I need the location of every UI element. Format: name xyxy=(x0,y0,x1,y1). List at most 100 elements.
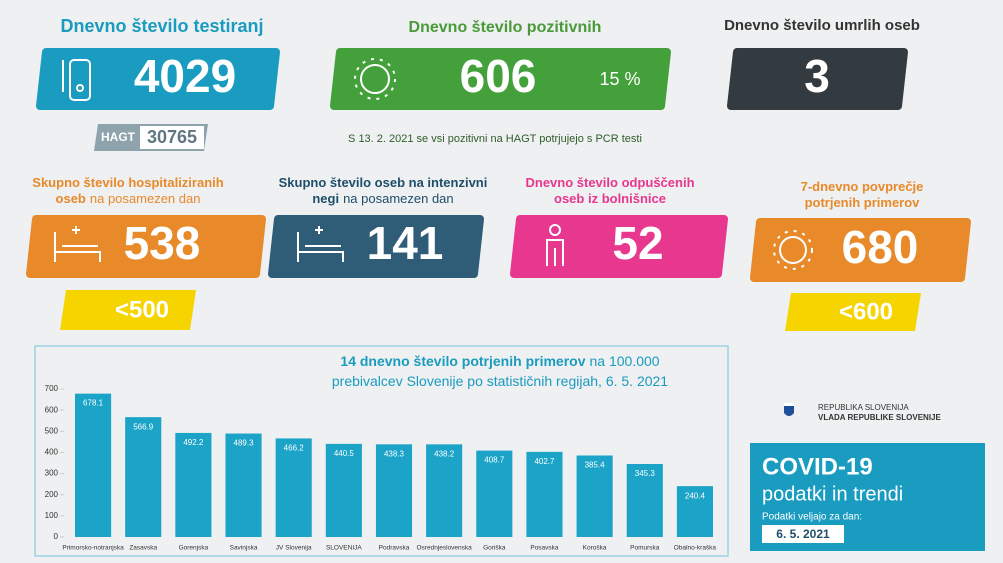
bar xyxy=(626,463,663,537)
value-label: 240.4 xyxy=(685,491,706,500)
deaths-card xyxy=(727,48,908,110)
deaths-title: Dnevno število umrlih oseb xyxy=(724,17,920,34)
discharged-value: 52 xyxy=(612,217,663,269)
value-label: 385.4 xyxy=(585,461,606,470)
bar xyxy=(375,444,413,537)
hospitalized-title-line: oseb na posamezen dan xyxy=(56,191,201,206)
value-label: 345.3 xyxy=(635,469,656,478)
y-tick-label: 0 xyxy=(54,532,59,541)
badge-subtitle: podatki in trendi xyxy=(762,483,903,505)
value-label: 408.7 xyxy=(484,456,505,465)
x-tick-label: Posavska xyxy=(530,545,559,552)
positive-share: 15 % xyxy=(599,69,640,89)
value-label: 438.3 xyxy=(384,449,405,458)
positive-card xyxy=(330,48,671,110)
discharged-title: Dnevno število odpuščenih xyxy=(525,175,694,190)
value-label: 466.2 xyxy=(284,444,305,453)
x-tick-label: SLOVENIJA xyxy=(326,545,362,552)
weekly-average-card xyxy=(750,218,971,282)
bar xyxy=(75,393,112,537)
x-tick-label: Obalno-kraška xyxy=(674,545,717,552)
discharged-title-line: oseb iz bolnišnice xyxy=(554,191,666,206)
test-icon xyxy=(62,59,91,101)
badge-date-box xyxy=(762,525,844,543)
coat-of-arms xyxy=(784,403,794,416)
y-tick-label: 100 xyxy=(45,511,59,520)
y-tick-label: 500 xyxy=(45,426,59,435)
tests-card xyxy=(36,48,280,110)
virus-icon-2 xyxy=(773,230,813,270)
value-label: 489.3 xyxy=(234,439,255,448)
icu-value: 141 xyxy=(367,217,444,269)
value-label: 402.7 xyxy=(534,457,555,466)
hospitalized-title: Skupno število hospitaliziranih xyxy=(32,175,223,190)
weekly-average-target: <600 xyxy=(839,298,893,325)
logo-line-1: REPUBLIKA SLOVENIJA xyxy=(818,403,909,412)
value-label: 492.2 xyxy=(183,438,204,447)
x-tick-label: Zasavska xyxy=(129,545,157,552)
x-tick-label: JV Slovenija xyxy=(276,545,312,552)
value-label: 678.1 xyxy=(83,399,104,408)
x-tick-label: Gorenjska xyxy=(179,545,209,552)
hagt-label: HAGT xyxy=(101,130,136,144)
x-tick-label: Osrednjeslovenska xyxy=(417,545,473,552)
chart-title-rest: na 100.000 xyxy=(589,353,659,369)
hospitalized-target-pill xyxy=(60,290,196,330)
badge-date: 6. 5. 2021 xyxy=(776,527,830,541)
value-label: 566.9 xyxy=(133,422,154,431)
chart-frame xyxy=(34,345,729,557)
value-label: 438.2 xyxy=(434,449,455,458)
tests-title: Dnevno število testiranj xyxy=(60,16,263,36)
bar xyxy=(175,432,212,537)
bar xyxy=(275,438,312,537)
bar xyxy=(125,417,162,537)
y-tick-label: 400 xyxy=(45,448,59,457)
weekly-average-title: 7-dnevno povprečje xyxy=(801,179,924,194)
x-tick-label: Koroška xyxy=(583,545,607,552)
x-tick-label: Pomurska xyxy=(630,545,660,552)
value-label: 440.5 xyxy=(334,449,355,458)
icu-subtitle: na posamezen dan xyxy=(343,191,454,206)
y-tick-label: 200 xyxy=(45,490,59,499)
chart-title-line: 14 dnevno število potrjenih primerov na 1… xyxy=(340,353,659,369)
person-icon xyxy=(546,224,564,266)
icu-title-line: negi na posamezen dan xyxy=(312,191,453,206)
hagt-box xyxy=(140,126,204,149)
bed-icon xyxy=(54,226,101,262)
virus-icon xyxy=(354,58,396,100)
icu-title: Skupno število oseb na intenzivni xyxy=(279,175,488,190)
x-tick-label: Goriška xyxy=(483,545,506,552)
badge-title: COVID-19 xyxy=(762,453,873,480)
deaths-value: 3 xyxy=(804,50,830,102)
weekly-average-target-pill xyxy=(785,293,921,331)
y-tick-label: 700 xyxy=(45,384,59,393)
icu-card xyxy=(268,215,484,278)
chart-title: 14 dnevno število potrjenih primerov xyxy=(340,353,585,369)
bar xyxy=(526,451,563,537)
bar xyxy=(676,486,713,537)
weekly-average-title-line: potrjenih primerov xyxy=(805,195,921,210)
positive-value: 606 xyxy=(460,50,537,102)
bar xyxy=(225,433,262,537)
y-tick-label: 300 xyxy=(45,469,59,478)
icu-bed-icon xyxy=(297,226,344,262)
weekly-average-value: 680 xyxy=(842,221,919,273)
hospitalized-target: <500 xyxy=(115,296,169,323)
logo-line-2: VLADA REPUBLIKE SLOVENIJE xyxy=(818,413,941,422)
x-tick-label: Savinjska xyxy=(230,545,258,552)
hospitalized-value: 538 xyxy=(124,217,201,269)
note: S 13. 2. 2021 se vsi pozitivni na HAGT p… xyxy=(348,133,642,145)
discharged-card xyxy=(510,215,728,278)
x-tick-label: Podravska xyxy=(379,545,410,552)
badge-date-label: Podatki veljajo za dan: xyxy=(762,512,862,523)
x-tick-label: Primorsko-notranjska xyxy=(62,545,124,552)
y-tick-label: 600 xyxy=(45,405,59,414)
hospitalized-subtitle: na posamezen dan xyxy=(90,191,201,206)
tests-value: 4029 xyxy=(134,50,236,102)
bar xyxy=(476,450,513,537)
bar xyxy=(325,443,362,537)
icu-title-bold: negi xyxy=(312,191,339,206)
positive-title: Dnevno število pozitivnih xyxy=(409,19,602,36)
bar xyxy=(426,444,463,537)
